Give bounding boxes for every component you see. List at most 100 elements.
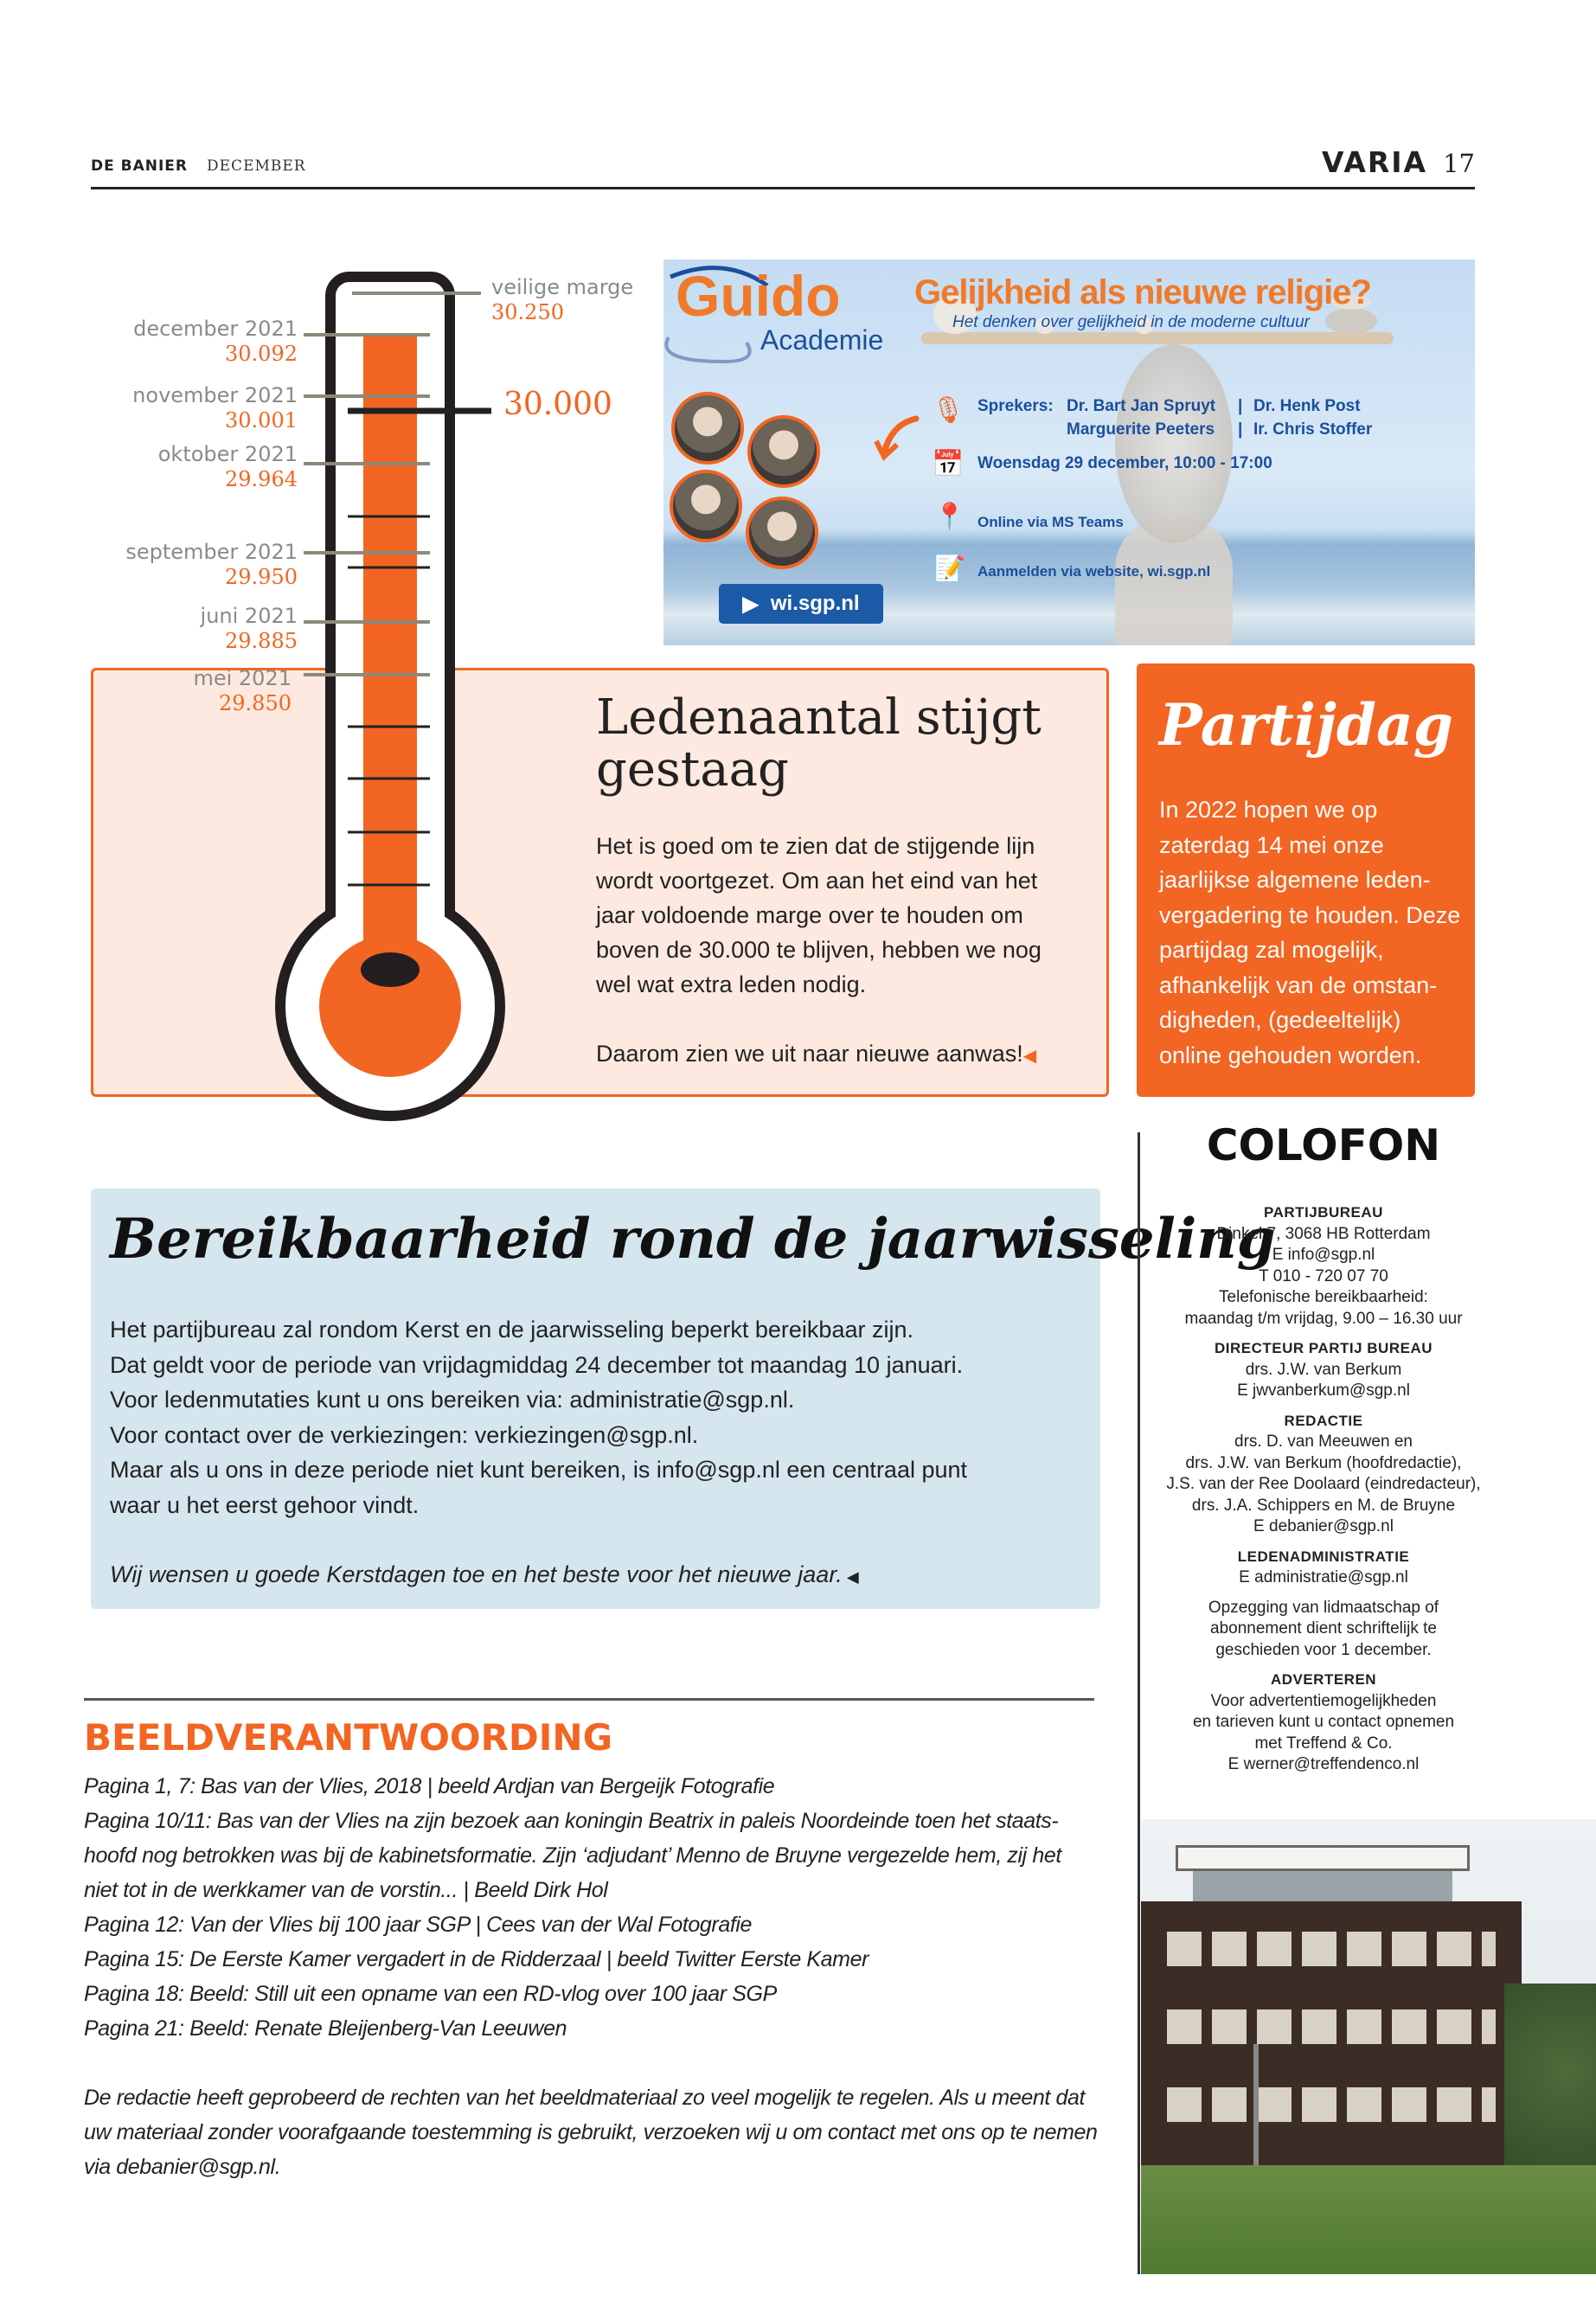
- month-value: 29.885: [225, 629, 298, 653]
- month-label: november 2021: [132, 383, 298, 407]
- logo-swoosh-icon: [664, 266, 920, 461]
- month-value: 29.964: [225, 467, 298, 491]
- location-pin-icon: 📍: [933, 502, 966, 532]
- colofon-line: T 010 - 720 07 70: [1259, 1266, 1388, 1285]
- colofon-heading: DIRECTEUR PARTIJ BUREAU: [1214, 1340, 1433, 1356]
- credit-item: Pagina 21: Beeld: Renate Bleijenberg-Van…: [84, 2016, 567, 2041]
- colofon-line: drs. D. van Meeuwen en: [1234, 1433, 1413, 1451]
- margin-label: veilige marge: [491, 275, 634, 299]
- separator: |: [1238, 420, 1243, 439]
- banner-subtitle: Het denken over gelijkheid in de moderne…: [952, 313, 1310, 331]
- colofon-line: en tarieven kunt u contact opnemen: [1192, 1713, 1455, 1731]
- speaker-name: Dr. Bart Jan Spruyt: [1067, 397, 1216, 415]
- credit-item: Pagina 12: Van der Vlies bij 100 jaar SG…: [84, 1913, 753, 1937]
- colofon-section: DIRECTEUR PARTIJ BUREAU drs. J.W. van Ber…: [1147, 1338, 1500, 1402]
- colofon-heading: ADVERTEREN: [1270, 1671, 1377, 1688]
- event-date: Woensdag 29 december, 10:00 - 17:00: [977, 454, 1272, 472]
- website-button[interactable]: ▶ wi.sgp.nl: [719, 584, 883, 624]
- ledenaantal-paragraph: Het is goed om te zien dat de stijgende …: [596, 833, 1042, 997]
- speaker-photo: [670, 470, 742, 542]
- guido-logo-text: Guido: [676, 264, 841, 328]
- ledenaantal-closing: Daarom zien we uit naar nieuwe aanwas!◀: [596, 1036, 1063, 1074]
- colofon-line: Dinkel 7, 3068 HB Rotterdam: [1216, 1224, 1431, 1243]
- colofon-line: drs. J.W. van Berkum: [1245, 1360, 1402, 1379]
- partijdag-body: In 2022 hopen we op zaterdag 14 mei onze…: [1159, 797, 1461, 1068]
- colofon-title: COLOFON: [1206, 1120, 1441, 1170]
- register-text: Aanmelden via website, wi.sgp.nl: [977, 563, 1211, 580]
- speakers-label: Sprekers:: [977, 397, 1054, 415]
- colofon-line: abonnement dient schriftelijk te: [1210, 1619, 1437, 1638]
- partijdag-box: [1137, 663, 1475, 1097]
- microphone-icon: 🎙: [932, 395, 965, 426]
- speaker-name: Dr. Henk Post: [1253, 397, 1361, 415]
- colofon-heading: REDACTIE: [1284, 1412, 1363, 1429]
- image-credits-list: Pagina 1, 7: Bas van der Vlies, 2018 | b…: [84, 1769, 1100, 2046]
- separator: |: [1238, 397, 1243, 415]
- colofon-line: drs. J.W. van Berkum (hoofdredactie),: [1185, 1453, 1462, 1472]
- running-header-right: VARIA 17: [1322, 145, 1475, 179]
- colofon-heading: LEDENADMINISTRATIE: [1237, 1548, 1410, 1565]
- colofon-section: REDACTIE drs. D. van Meeuwen en drs. J.W. …: [1147, 1411, 1500, 1538]
- section-rule: [84, 1698, 1094, 1701]
- bereikbaarheid-wish: Wij wensen u goede Kerstdagen toe en het…: [110, 1557, 1079, 1595]
- colofon-section: PARTIJBUREAU Dinkel 7, 3068 HB Rotterdam E…: [1147, 1202, 1500, 1330]
- body-line: Voor ledenmutaties kunt u ons bereiken v…: [110, 1387, 795, 1413]
- speaker-photo: [746, 497, 818, 569]
- guido-academie-banner[interactable]: Guido Academie Gelijkheid als nieuwe rel…: [663, 260, 1475, 645]
- month-value: 30.092: [225, 342, 298, 366]
- colofon-line: drs. J.A. Schippers en M. de Bruyne: [1191, 1496, 1456, 1515]
- academie-logo-text: Academie: [760, 324, 884, 356]
- closing-text: Daarom zien we uit naar nieuwe aanwas!: [596, 1041, 1023, 1067]
- calendar-icon: 📅: [932, 449, 965, 479]
- credit-item: Pagina 15: De Eerste Kamer vergadert in …: [84, 1947, 869, 1971]
- body-line: Voor contact over de verkiezingen: verki…: [110, 1421, 699, 1448]
- partijdag-title: Partijdag: [1159, 691, 1453, 759]
- body-line: Dat geldt voor de periode van vrijdagmid…: [110, 1351, 964, 1378]
- credit-item: Pagina 18: Beeld: Still uit een opname v…: [84, 1982, 777, 2006]
- section-name: VARIA: [1322, 145, 1428, 179]
- issue-month: DECEMBER: [207, 157, 306, 175]
- document-icon: 📝: [933, 554, 966, 584]
- month-label: juni 2021: [200, 604, 298, 628]
- bereikbaarheid-body: Het partijbureau zal rondom Kerst en de …: [110, 1312, 1079, 1595]
- bereikbaarheid-box: [91, 1189, 1100, 1609]
- colofon-line: geschieden voor 1 december.: [1215, 1640, 1432, 1659]
- rights-note: De redactie heeft geprobeerd de rechten …: [84, 2086, 1098, 2179]
- colofon-content: PARTIJBUREAU Dinkel 7, 3068 HB Rotterdam E…: [1147, 1202, 1500, 1785]
- beeldverantwoording-content: Pagina 1, 7: Bas van der Vlies, 2018 | b…: [84, 1769, 1100, 2184]
- goal-value: 30.000: [503, 387, 612, 422]
- colofon-line: E werner@treffendenco.nl: [1227, 1755, 1420, 1773]
- event-location: Online via MS Teams: [977, 514, 1124, 530]
- arrow-icon: [881, 415, 920, 453]
- body-line: Maar als u ons in deze periode niet kunt…: [110, 1457, 968, 1518]
- colofon-line: J.S. van der Ree Doolaard (eindredacteur…: [1166, 1475, 1481, 1493]
- month-value: 30.001: [225, 408, 298, 433]
- website-button-label: wi.sgp.nl: [770, 592, 860, 615]
- publication-name: DE BANIER: [91, 157, 189, 175]
- colofon-section: ADVERTEREN Voor advertentiemogelijkheden e…: [1147, 1670, 1500, 1776]
- credit-item: Pagina 1, 7: Bas van der Vlies, 2018 | b…: [84, 1774, 775, 1798]
- speaker-name: Marguerite Peeters: [1067, 420, 1215, 439]
- ledenaantal-title: Ledenaantal stijgt gestaag: [596, 689, 1042, 798]
- month-label: september 2021: [125, 540, 298, 564]
- end-mark-icon: ◀: [1022, 1047, 1037, 1066]
- party-office-photo: [1141, 1819, 1596, 2274]
- colofon-line: Opzegging van lidmaatschap of: [1208, 1598, 1439, 1617]
- end-mark-icon: ◀: [842, 1568, 859, 1586]
- credit-item: Pagina 10/11: Bas van der Vlies na zijn …: [84, 1809, 1061, 1902]
- page-number: 17: [1443, 149, 1475, 178]
- speaker-photo: [747, 415, 820, 488]
- bereikbaarheid-title: Bereikbaarheid rond de jaarwisseling: [110, 1207, 1276, 1272]
- play-icon: ▶: [742, 592, 759, 616]
- colofon-line: E info@sgp.nl: [1272, 1246, 1375, 1264]
- header-rule: [91, 187, 1475, 189]
- colofon-section: LEDENADMINISTRATIE E administratie@sgp.nl: [1147, 1547, 1500, 1589]
- month-label: oktober 2021: [157, 442, 298, 466]
- running-header-left: DE BANIER DECEMBER: [91, 157, 306, 175]
- colofon-line: E administratie@sgp.nl: [1239, 1568, 1408, 1586]
- colofon-line: maandag t/m vrijdag, 9.00 – 16.30 uur: [1184, 1309, 1463, 1328]
- month-value: 29.950: [225, 565, 298, 589]
- month-label: december 2021: [133, 317, 298, 341]
- margin-value: 30.250: [491, 300, 564, 324]
- colofon-line: E jwvanberkum@sgp.nl: [1237, 1381, 1410, 1400]
